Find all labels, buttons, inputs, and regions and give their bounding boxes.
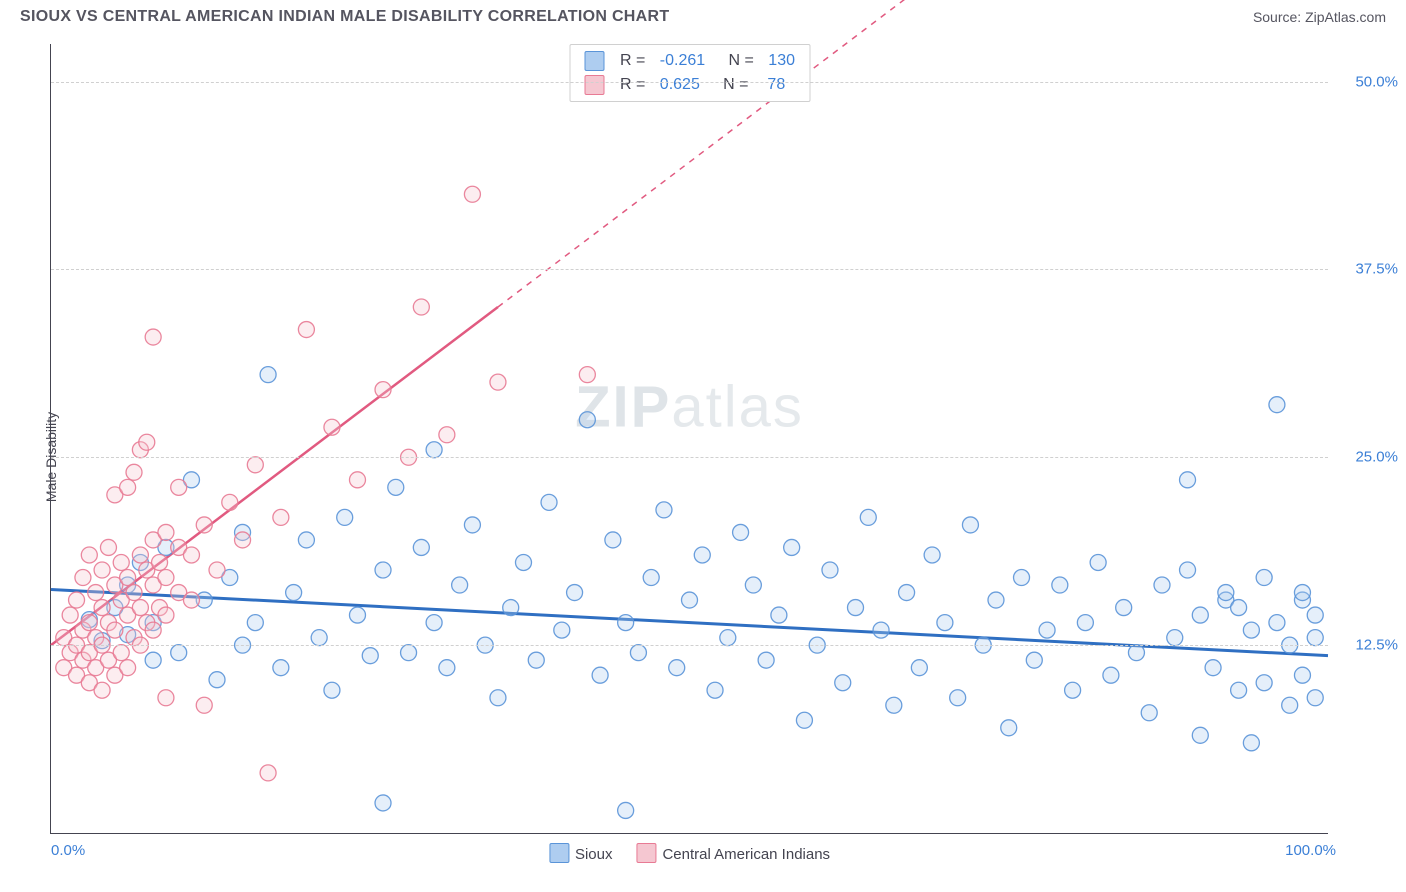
stats-row: R = -0.261 N = 130 — [584, 49, 795, 73]
x-tick-label: 0.0% — [51, 842, 85, 859]
stats-n-value: 130 — [768, 49, 795, 73]
legend-label: Sioux — [575, 846, 613, 863]
legend-swatch — [584, 75, 604, 95]
gridline — [51, 645, 1328, 646]
stats-r-label: R = — [620, 49, 650, 73]
stats-r-value: 0.625 — [660, 73, 700, 97]
legend-item: Sioux — [549, 843, 613, 863]
y-tick-label: 12.5% — [1338, 637, 1398, 654]
plot-svg — [51, 44, 1328, 833]
stats-r-value: -0.261 — [660, 49, 705, 73]
stats-n-label: N = — [710, 73, 753, 97]
correlation-stats-box: R = -0.261 N = 130R = 0.625 N = 78 — [569, 44, 810, 102]
chart-source: Source: ZipAtlas.com — [1253, 9, 1386, 25]
legend-swatch — [584, 51, 604, 71]
gridline — [51, 269, 1328, 270]
stats-r-label: R = — [620, 73, 650, 97]
x-tick-label: 100.0% — [1285, 842, 1336, 859]
chart-header: SIOUX VS CENTRAL AMERICAN INDIAN MALE DI… — [0, 0, 1406, 32]
chart-container: Male Disability ZIPatlas R = -0.261 N = … — [0, 32, 1406, 882]
legend-item: Central American Indians — [636, 843, 830, 863]
stats-row: R = 0.625 N = 78 — [584, 73, 795, 97]
legend-swatch — [549, 843, 569, 863]
series-legend: Sioux Central American Indians — [549, 843, 830, 863]
stats-n-label: N = — [715, 49, 758, 73]
stats-n-value: 78 — [763, 73, 785, 97]
source-link[interactable]: ZipAtlas.com — [1305, 9, 1386, 25]
legend-label: Central American Indians — [662, 846, 830, 863]
chart-title: SIOUX VS CENTRAL AMERICAN INDIAN MALE DI… — [20, 8, 669, 26]
source-prefix: Source: — [1253, 9, 1305, 25]
gridline — [51, 82, 1328, 83]
y-tick-label: 37.5% — [1338, 261, 1398, 278]
plot-area: ZIPatlas R = -0.261 N = 130R = 0.625 N =… — [50, 44, 1328, 834]
gridline — [51, 457, 1328, 458]
legend-swatch — [636, 843, 656, 863]
y-tick-label: 50.0% — [1338, 73, 1398, 90]
y-tick-label: 25.0% — [1338, 449, 1398, 466]
